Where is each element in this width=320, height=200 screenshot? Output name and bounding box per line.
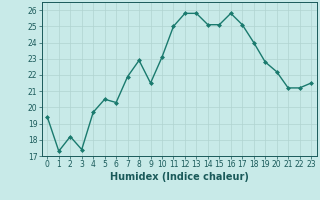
X-axis label: Humidex (Indice chaleur): Humidex (Indice chaleur) xyxy=(110,172,249,182)
